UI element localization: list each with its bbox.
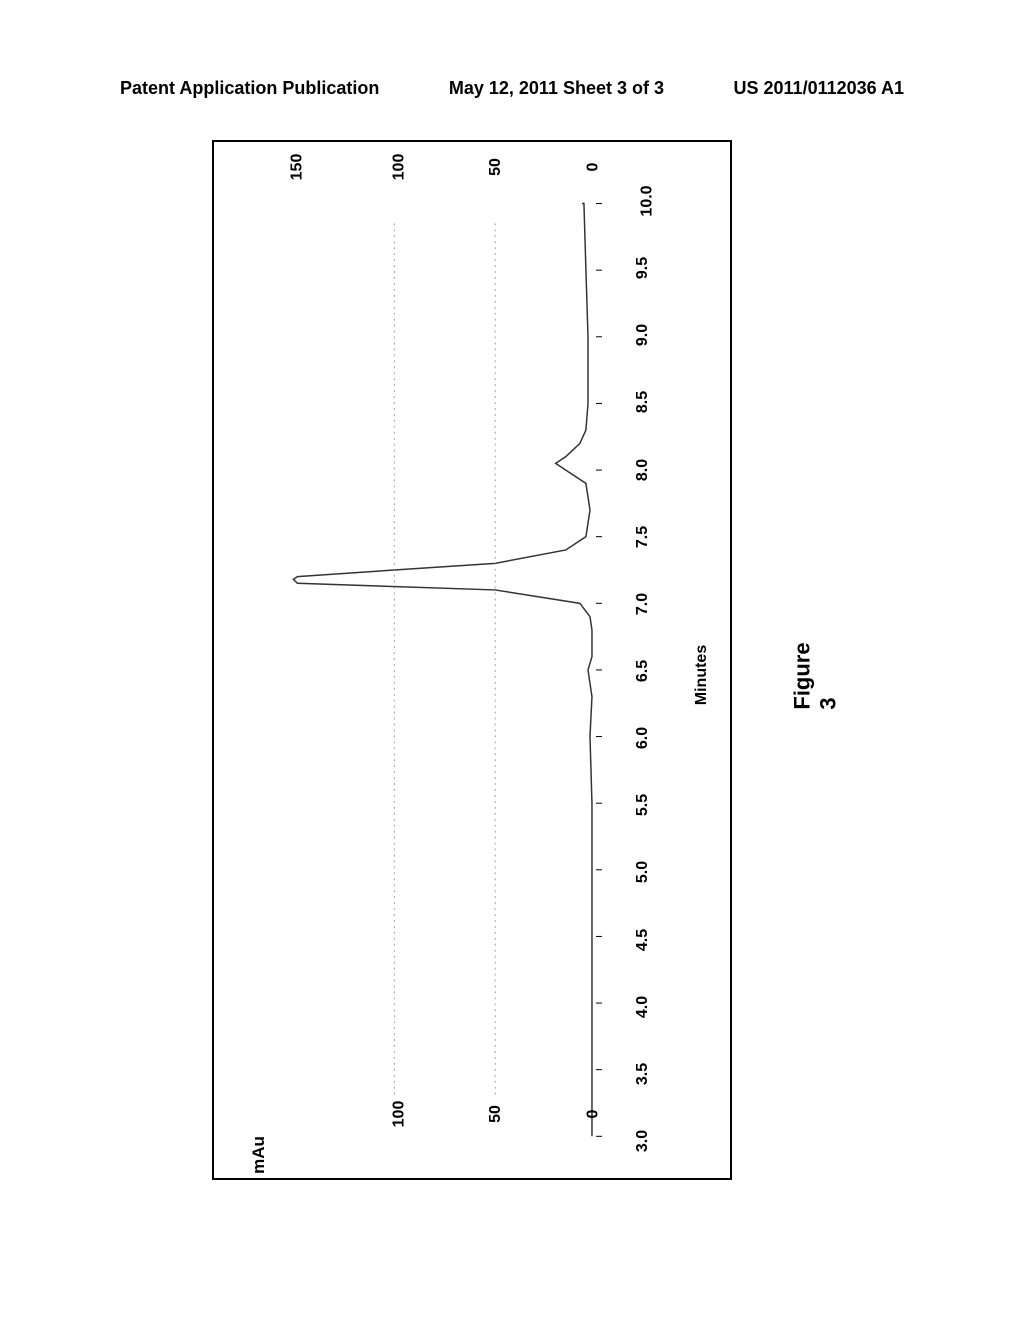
x-tick-4.0: 4.0 xyxy=(634,996,652,1018)
x-tick-6.0: 6.0 xyxy=(634,727,652,749)
x-axis-label: Minutes xyxy=(693,645,711,705)
y-tick-right-50: 50 xyxy=(487,158,505,176)
x-tick-7.5: 7.5 xyxy=(634,526,652,548)
x-tick-7.0: 7.0 xyxy=(634,593,652,615)
header-right: US 2011/0112036 A1 xyxy=(734,78,904,99)
y-axis-label: mAu xyxy=(249,1136,269,1174)
x-tick-8.0: 8.0 xyxy=(634,458,652,480)
x-tick-4.5: 4.5 xyxy=(634,928,652,950)
y-tick-right-100: 100 xyxy=(390,154,408,181)
x-tick-5.0: 5.0 xyxy=(634,861,652,883)
header-center: May 12, 2011 Sheet 3 of 3 xyxy=(449,78,664,99)
y-tick-left-100: 100 xyxy=(390,1101,408,1128)
x-tick-9.5: 9.5 xyxy=(634,257,652,279)
header-left: Patent Application Publication xyxy=(120,78,379,99)
y-tick-left-50: 50 xyxy=(487,1105,505,1123)
x-tick-10.0: 10.0 xyxy=(639,185,657,216)
x-tick-5.5: 5.5 xyxy=(634,794,652,816)
y-tick-right-0: 0 xyxy=(584,163,602,172)
x-tick-6.5: 6.5 xyxy=(634,660,652,682)
patent-header: Patent Application Publication May 12, 2… xyxy=(0,78,1024,99)
y-tick-right-150: 150 xyxy=(288,154,306,181)
x-tick-3.5: 3.5 xyxy=(634,1063,652,1085)
figure-caption: Figure 3 xyxy=(790,642,842,709)
x-tick-8.5: 8.5 xyxy=(634,391,652,413)
y-tick-left-0: 0 xyxy=(584,1110,602,1119)
x-tick-3.0: 3.0 xyxy=(634,1130,652,1152)
chart-svg xyxy=(214,142,730,1178)
figure-container: mAu 0 50 100 0 50 100 150 3.0 3.5 4.0 4.5 5.0 5.5 6.0 6… xyxy=(212,140,812,1180)
x-tick-9.0: 9.0 xyxy=(634,324,652,346)
chromatogram-chart xyxy=(212,140,732,1180)
